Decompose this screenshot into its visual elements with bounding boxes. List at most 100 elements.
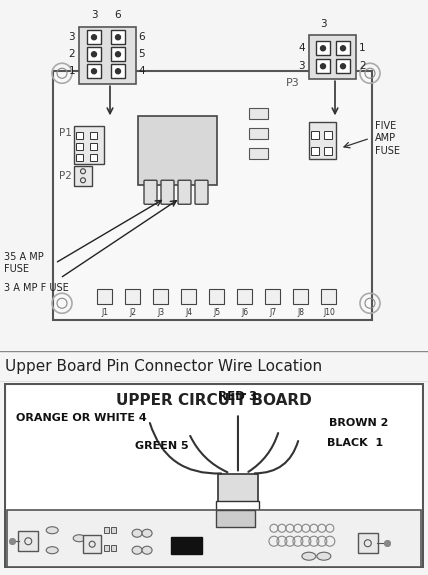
FancyBboxPatch shape	[316, 41, 330, 55]
FancyBboxPatch shape	[312, 147, 319, 155]
FancyBboxPatch shape	[111, 64, 125, 78]
Text: BROWN 2: BROWN 2	[329, 419, 388, 428]
FancyBboxPatch shape	[144, 180, 157, 204]
FancyBboxPatch shape	[18, 531, 38, 551]
Ellipse shape	[142, 546, 152, 554]
FancyBboxPatch shape	[98, 289, 113, 304]
FancyBboxPatch shape	[87, 30, 101, 44]
FancyBboxPatch shape	[336, 41, 350, 55]
FancyBboxPatch shape	[77, 154, 83, 161]
Circle shape	[341, 46, 345, 51]
FancyBboxPatch shape	[161, 180, 174, 204]
FancyBboxPatch shape	[79, 27, 136, 85]
FancyBboxPatch shape	[7, 510, 421, 567]
FancyBboxPatch shape	[87, 47, 101, 62]
Text: 35 A MP
FUSE: 35 A MP FUSE	[4, 252, 44, 274]
FancyBboxPatch shape	[104, 527, 110, 532]
FancyBboxPatch shape	[250, 108, 268, 119]
Text: UPPER CIRCUIT BOARD: UPPER CIRCUIT BOARD	[116, 393, 312, 408]
Text: J4: J4	[185, 308, 193, 317]
Circle shape	[116, 69, 121, 74]
FancyBboxPatch shape	[309, 122, 336, 159]
FancyBboxPatch shape	[312, 131, 319, 139]
Ellipse shape	[46, 547, 58, 554]
FancyBboxPatch shape	[90, 154, 98, 161]
FancyBboxPatch shape	[154, 289, 169, 304]
FancyBboxPatch shape	[238, 289, 253, 304]
FancyBboxPatch shape	[77, 132, 83, 139]
Text: GREEN 5: GREEN 5	[135, 442, 189, 451]
FancyBboxPatch shape	[87, 64, 101, 78]
Text: J5: J5	[214, 308, 220, 317]
FancyBboxPatch shape	[5, 385, 423, 567]
FancyBboxPatch shape	[77, 143, 83, 150]
Text: 3: 3	[68, 32, 75, 42]
Text: BLACK  1: BLACK 1	[327, 438, 383, 449]
Text: J7: J7	[270, 308, 276, 317]
Text: FIVE
AMP
FUSE: FIVE AMP FUSE	[375, 121, 400, 156]
Text: RED 3: RED 3	[218, 390, 258, 404]
FancyBboxPatch shape	[265, 289, 280, 304]
Text: 2: 2	[68, 49, 75, 59]
FancyBboxPatch shape	[111, 545, 116, 550]
FancyBboxPatch shape	[250, 148, 268, 159]
Ellipse shape	[142, 529, 152, 537]
Circle shape	[92, 69, 96, 74]
Text: J3: J3	[158, 308, 164, 317]
FancyBboxPatch shape	[138, 116, 217, 185]
FancyBboxPatch shape	[111, 527, 116, 532]
FancyBboxPatch shape	[104, 545, 110, 550]
Text: 6: 6	[138, 32, 145, 42]
FancyBboxPatch shape	[74, 126, 104, 164]
Circle shape	[321, 64, 326, 69]
FancyBboxPatch shape	[324, 131, 333, 139]
Text: P2: P2	[59, 171, 72, 181]
Ellipse shape	[302, 552, 316, 560]
Text: J10: J10	[323, 308, 335, 317]
FancyBboxPatch shape	[125, 289, 140, 304]
Ellipse shape	[132, 529, 142, 537]
Circle shape	[92, 52, 96, 57]
FancyBboxPatch shape	[83, 535, 101, 553]
Text: J2: J2	[130, 308, 137, 317]
FancyBboxPatch shape	[309, 35, 356, 79]
Circle shape	[116, 34, 121, 40]
FancyBboxPatch shape	[358, 533, 378, 553]
Text: 1: 1	[359, 43, 366, 53]
FancyBboxPatch shape	[336, 59, 350, 73]
FancyBboxPatch shape	[90, 132, 98, 139]
Text: 1: 1	[68, 66, 75, 76]
Ellipse shape	[132, 546, 142, 554]
FancyBboxPatch shape	[181, 289, 196, 304]
FancyBboxPatch shape	[324, 147, 333, 155]
Circle shape	[92, 34, 96, 40]
Ellipse shape	[317, 552, 331, 560]
Text: J8: J8	[297, 308, 304, 317]
FancyBboxPatch shape	[74, 166, 92, 186]
FancyBboxPatch shape	[294, 289, 309, 304]
Text: P1: P1	[59, 128, 72, 138]
Text: 2: 2	[359, 62, 366, 71]
FancyBboxPatch shape	[316, 59, 330, 73]
Text: 3 A MP F USE: 3 A MP F USE	[4, 283, 69, 293]
FancyBboxPatch shape	[209, 289, 225, 304]
FancyBboxPatch shape	[53, 71, 372, 320]
FancyBboxPatch shape	[111, 30, 125, 44]
Text: 3: 3	[298, 62, 305, 71]
FancyBboxPatch shape	[170, 536, 202, 554]
Text: 5: 5	[138, 49, 145, 59]
Text: 3: 3	[320, 19, 326, 29]
FancyBboxPatch shape	[195, 180, 208, 204]
Text: ORANGE OR WHITE 4: ORANGE OR WHITE 4	[16, 413, 147, 423]
FancyBboxPatch shape	[217, 510, 256, 527]
Text: 4: 4	[138, 66, 145, 76]
Text: 3: 3	[91, 10, 97, 20]
FancyBboxPatch shape	[218, 474, 258, 504]
Circle shape	[116, 52, 121, 57]
FancyBboxPatch shape	[90, 143, 98, 150]
FancyBboxPatch shape	[178, 180, 191, 204]
Text: 4: 4	[298, 43, 305, 53]
Text: J6: J6	[241, 308, 249, 317]
FancyBboxPatch shape	[217, 501, 259, 516]
FancyBboxPatch shape	[111, 47, 125, 62]
